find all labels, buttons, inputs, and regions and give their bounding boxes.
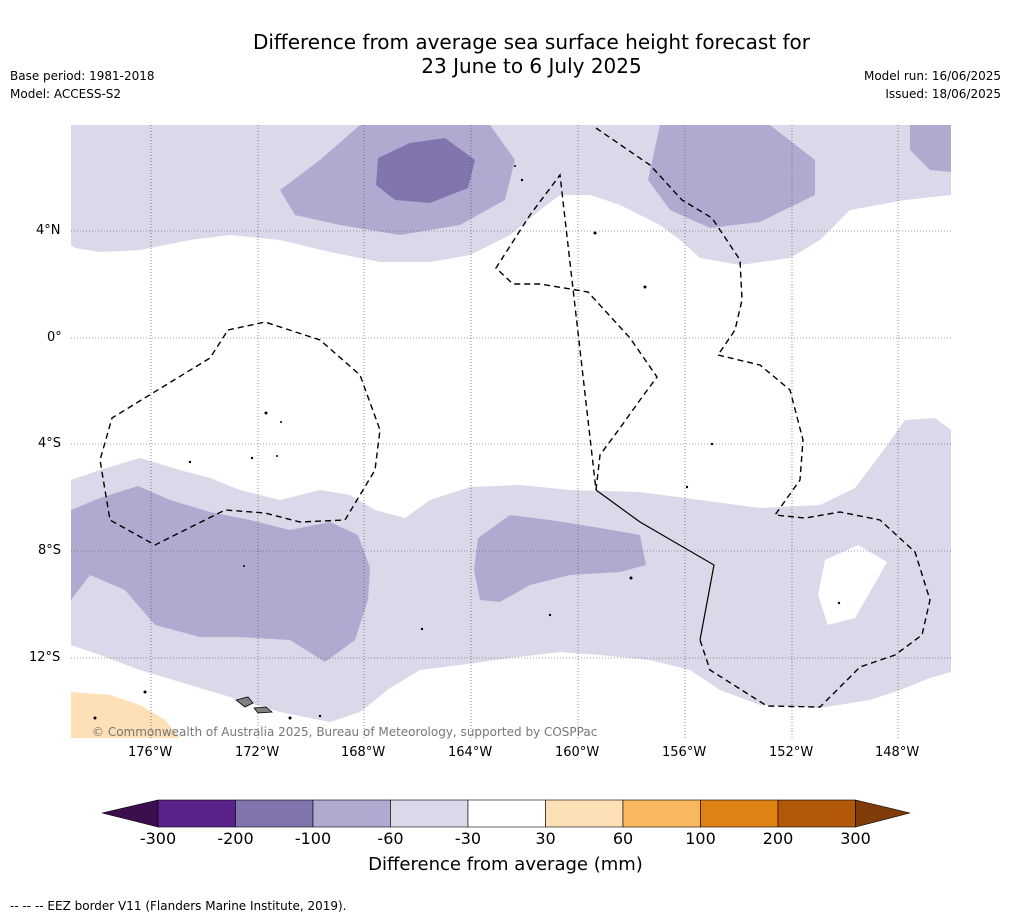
colorbar-arrow-high xyxy=(855,799,911,828)
colorbar-swatch-1 xyxy=(157,799,236,828)
colorbar-swatch-4 xyxy=(390,799,469,828)
north-dark-core xyxy=(376,138,475,203)
colorbar-tick: -300 xyxy=(139,829,177,848)
colorbar-tick: 60 xyxy=(612,829,634,848)
anomaly-field xyxy=(71,125,951,738)
colorbar-arrow-low xyxy=(101,799,159,828)
footnote: -- -- -- EEZ border V11 (Flanders Marine… xyxy=(10,899,347,913)
lon-label-172w: 172°W xyxy=(235,745,280,760)
meta-right: Model run: 16/06/2025 Issued: 18/06/2025 xyxy=(864,67,1001,103)
lon-label-156w: 156°W xyxy=(662,745,707,760)
model-run: Model run: 16/06/2025 xyxy=(863,69,1001,83)
model-name: Model: ACCESS-S2 xyxy=(10,87,122,101)
colorbar-tick: 30 xyxy=(535,829,556,848)
colorbar-swatch-2 xyxy=(235,799,314,828)
lon-label-148w: 148°W xyxy=(875,745,920,760)
eez-solid-segment xyxy=(595,489,715,641)
eez-east xyxy=(699,354,931,708)
southwest-positive-patch xyxy=(71,692,180,738)
small-atolls xyxy=(93,165,841,720)
north-mid-patch-3 xyxy=(910,125,951,172)
base-period: Base period: 1981-2018 xyxy=(10,69,155,83)
gridlines xyxy=(71,125,951,738)
colorbar-swatch-9 xyxy=(777,799,856,828)
colorbar-tick: -30 xyxy=(454,829,482,848)
samoa-island-2 xyxy=(253,706,274,714)
meta-left: Base period: 1981-2018 Model: ACCESS-S2 xyxy=(10,67,155,103)
chart-title: Difference from average sea surface heig… xyxy=(0,30,1011,78)
issued-date: Issued: 18/06/2025 xyxy=(885,87,1001,101)
lon-label-168w: 168°W xyxy=(341,745,386,760)
islands xyxy=(235,696,274,714)
lon-label-164w: 164°W xyxy=(448,745,493,760)
colorbar-swatch-5 xyxy=(467,799,546,828)
samoa-island-1 xyxy=(235,696,254,708)
lat-label-12s: 12°S xyxy=(29,650,61,665)
eez-west xyxy=(99,321,381,546)
lat-label-8s: 8°S xyxy=(38,543,62,558)
eez-central xyxy=(495,127,743,491)
title-line-2: 23 June to 6 July 2025 xyxy=(421,54,642,78)
colorbar-tick: 100 xyxy=(685,829,716,848)
lon-label-160w: 160°W xyxy=(555,745,600,760)
colorbar-title: Difference from average (mm) xyxy=(368,854,643,875)
colorbar xyxy=(101,799,911,828)
colorbar-tick: 300 xyxy=(840,829,871,848)
lon-label-176w: 176°W xyxy=(128,745,173,760)
lat-label-0: 0° xyxy=(47,330,62,345)
colorbar-swatch-6 xyxy=(545,799,624,828)
colorbar-swatch-3 xyxy=(312,799,391,828)
copyright-notice: © Commonwealth of Australia 2025, Bureau… xyxy=(92,725,598,739)
colorbar-tick: -200 xyxy=(217,829,254,848)
colorbar-tick: 200 xyxy=(762,829,794,848)
lon-label-152w: 152°W xyxy=(769,745,814,760)
colorbar-swatch-8 xyxy=(700,799,779,828)
colorbar-tick: -100 xyxy=(294,829,332,848)
eez-borders xyxy=(99,127,931,708)
colorbar-tick: -60 xyxy=(377,829,404,848)
south-mid-patch-2 xyxy=(474,515,646,602)
lat-label-4n: 4°N xyxy=(36,223,61,238)
north-mid-patch-2 xyxy=(648,125,815,228)
south-white-patch xyxy=(818,545,887,625)
title-line-1: Difference from average sea surface heig… xyxy=(252,30,811,54)
south-mid-patch-1 xyxy=(71,486,370,662)
lat-label-4s: 4°S xyxy=(38,436,62,451)
colorbar-swatch-7 xyxy=(622,799,701,828)
